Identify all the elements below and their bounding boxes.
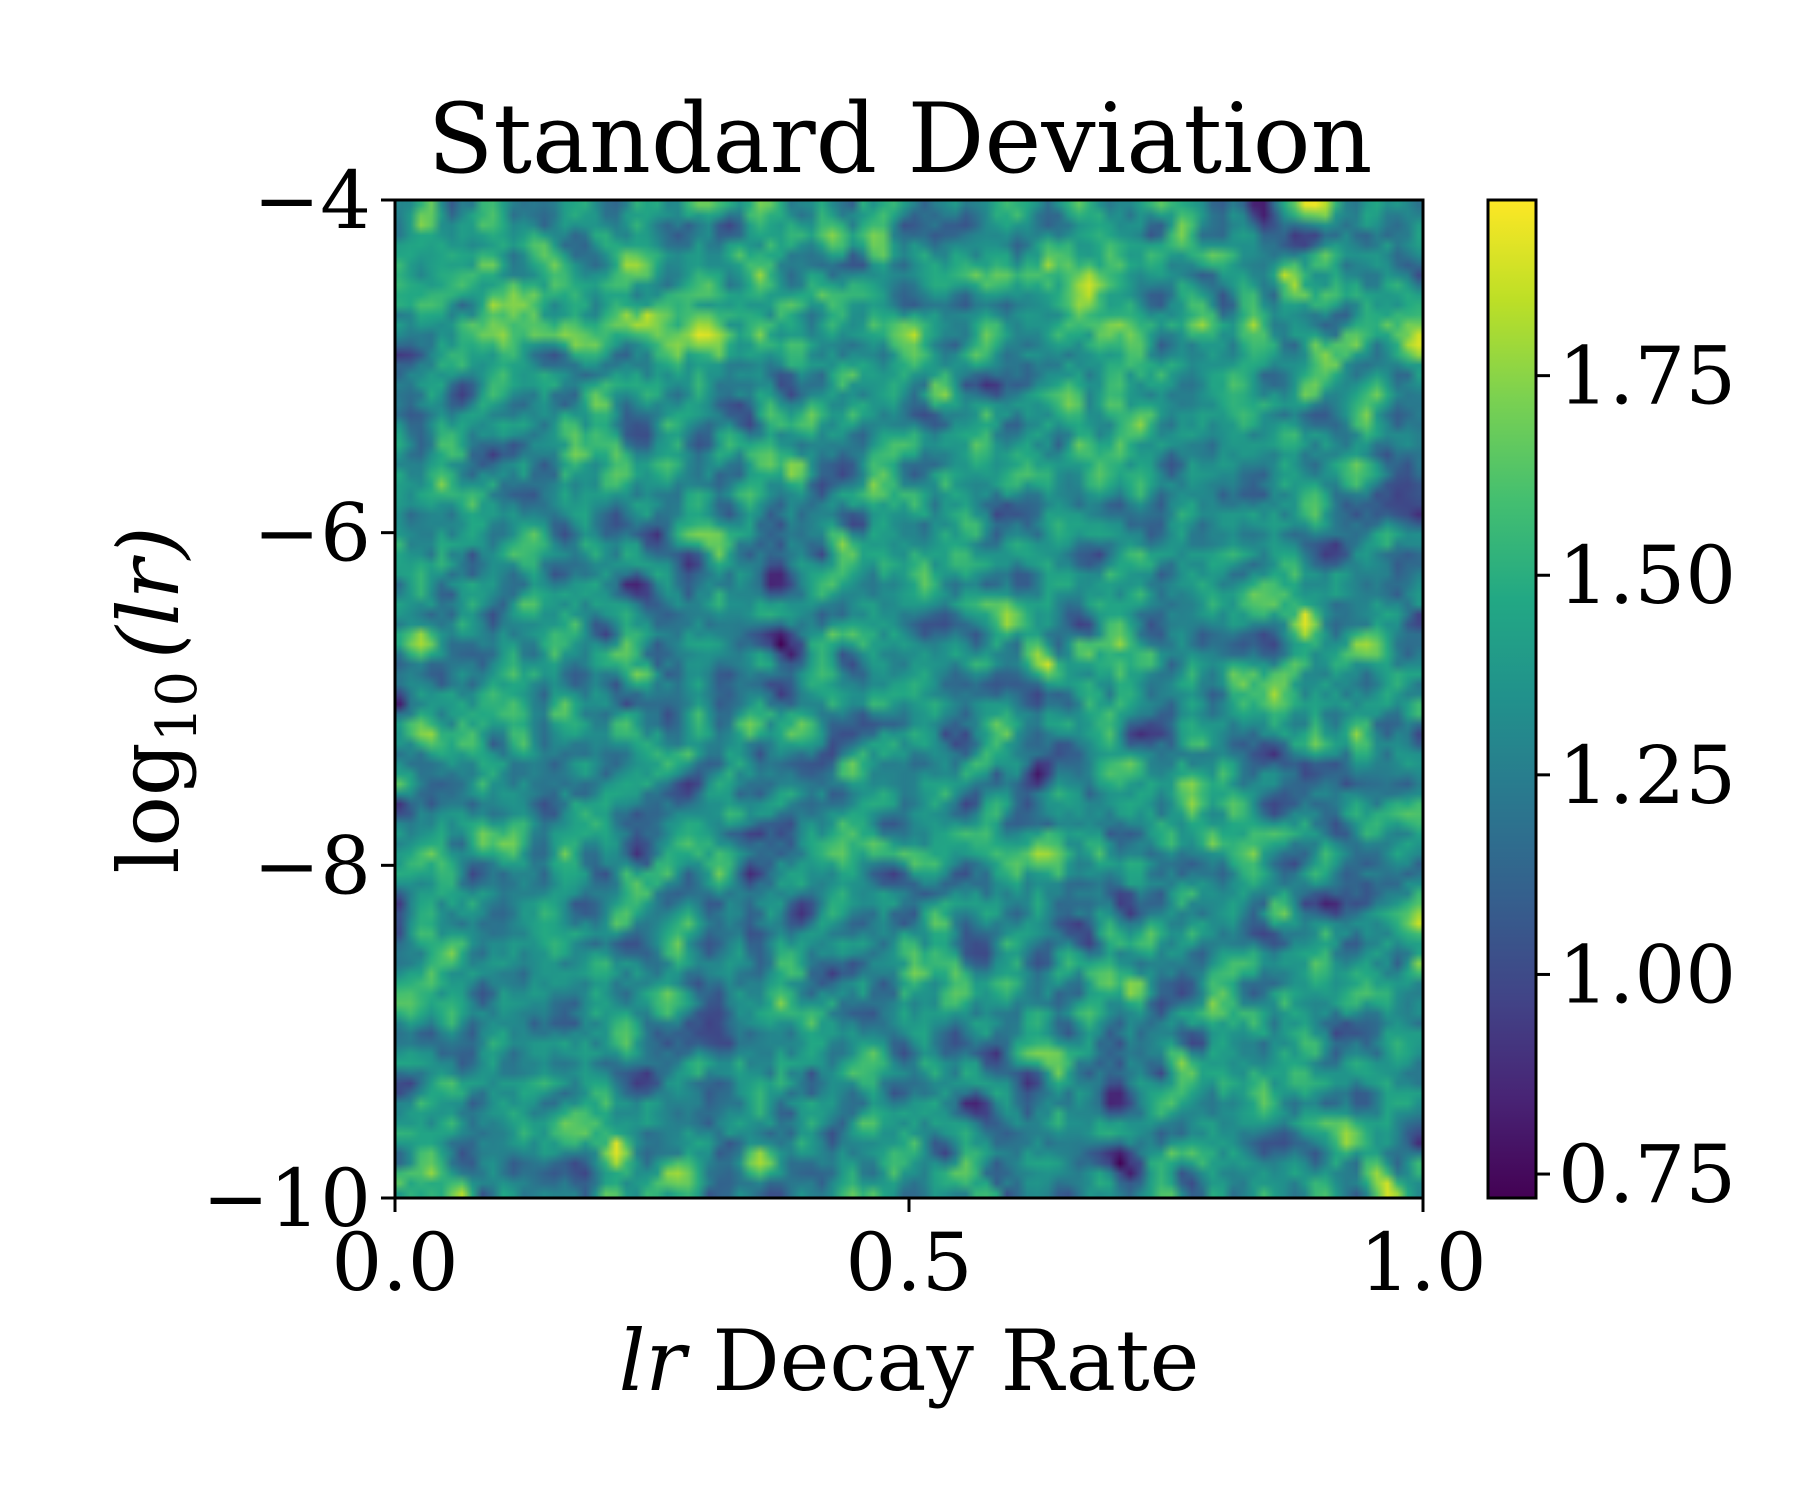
colorbar-tick-label: 0.75 [1558, 1128, 1736, 1221]
x-axis-ticks: 0.0 0.5 1.0 [331, 1198, 1487, 1309]
y-axis-label-sub: 10 [145, 671, 210, 742]
y-tick-label: −4 [253, 154, 371, 247]
heatmap-image-wrap [395, 200, 1423, 1198]
y-tick-label: −10 [202, 1152, 371, 1245]
x-tick-label: 1.0 [1359, 1216, 1486, 1309]
y-axis-ticks: −4 −6 −8 −10 [202, 154, 395, 1245]
y-axis-label-main: log [100, 742, 198, 873]
colorbar-tick-label: 1.75 [1558, 330, 1736, 423]
colorbar-ticks: 0.75 1.00 1.25 1.50 1.75 [1536, 330, 1736, 1221]
chart-title: Standard Deviation [428, 83, 1373, 195]
heatmap-image [395, 200, 1423, 1198]
colorbar-tick-label: 1.50 [1558, 529, 1736, 622]
colorbar-tick-label: 1.25 [1558, 729, 1736, 822]
y-tick-label: −6 [253, 487, 371, 580]
x-axis-label-italic: lr [619, 1312, 691, 1410]
colorbar-gradient [1488, 200, 1536, 1198]
x-tick-label: 0.5 [845, 1216, 972, 1309]
x-axis-label-rest: Decay Rate [686, 1312, 1200, 1410]
y-axis-label-arg: (lr) [100, 526, 198, 659]
y-tick-label: −8 [253, 819, 371, 912]
x-axis-label: lr Decay Rate [619, 1312, 1200, 1410]
colorbar-frame [1486, 198, 1538, 1200]
y-axis-label: log10 (lr) [100, 526, 210, 873]
x-tick-label: 0.0 [331, 1216, 458, 1309]
colorbar-tick-label: 1.00 [1558, 928, 1736, 1021]
